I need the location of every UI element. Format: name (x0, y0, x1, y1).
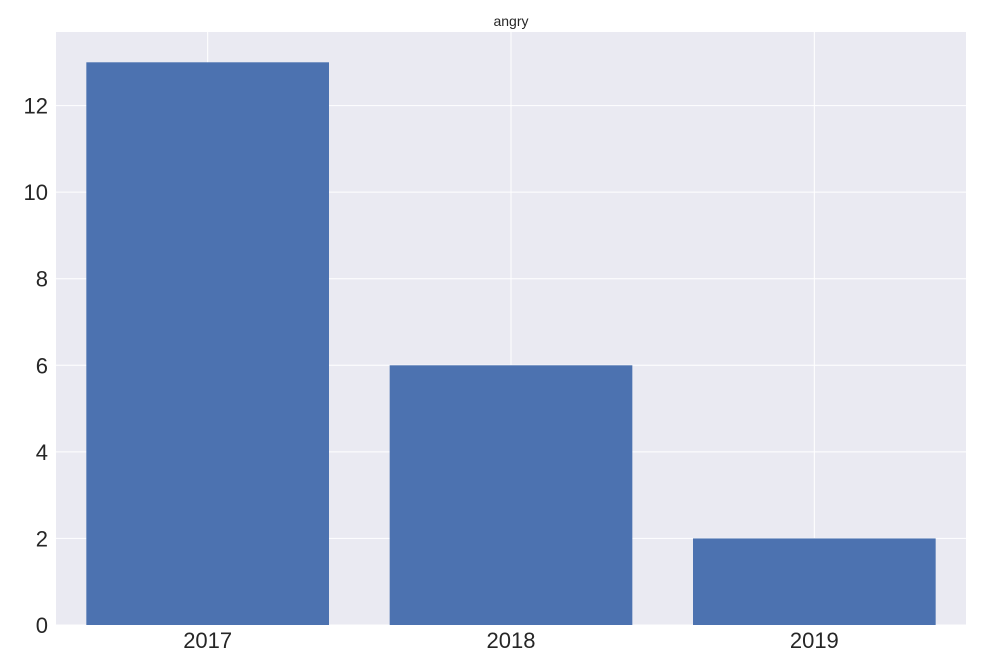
x-axis-ticks: 2017 2018 2019 (183, 628, 839, 653)
bar-2019 (693, 538, 936, 625)
bar-2018 (389, 365, 633, 625)
y-axis-ticks: 0 2 4 6 8 10 12 (24, 94, 48, 638)
y-tick-label: 4 (36, 440, 48, 465)
y-tick-label: 2 (36, 526, 48, 551)
x-tick-label: 2018 (487, 628, 536, 653)
y-tick-label: 10 (24, 180, 48, 205)
bars (86, 62, 936, 626)
y-tick-label: 6 (36, 353, 48, 378)
y-tick-label: 0 (36, 613, 48, 638)
x-tick-label: 2017 (183, 628, 232, 653)
y-tick-label: 12 (24, 94, 48, 119)
bar-2017 (86, 62, 329, 626)
y-tick-label: 8 (36, 267, 48, 292)
chart-title: angry (493, 13, 528, 29)
x-tick-label: 2019 (790, 628, 839, 653)
